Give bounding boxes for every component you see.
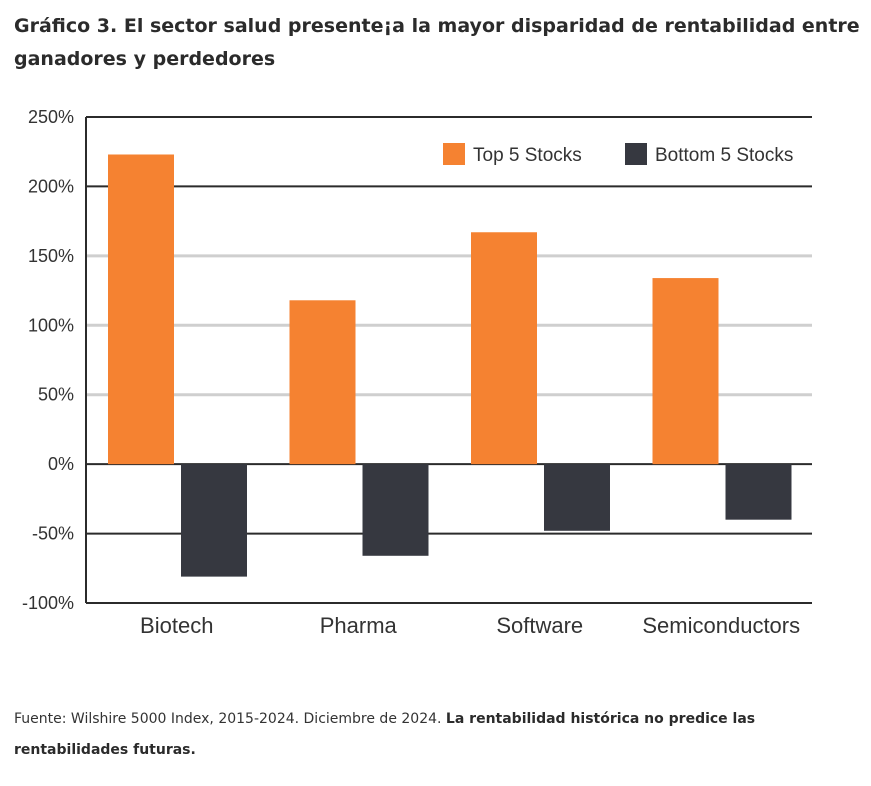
source-note: Fuente: Wilshire 5000 Index, 2015-2024. … <box>14 704 854 766</box>
y-tick-label: 250% <box>28 107 74 127</box>
y-tick-label: -100% <box>22 593 74 613</box>
legend-swatch <box>625 143 647 165</box>
bar-bottom <box>362 464 429 556</box>
bar-top <box>652 278 719 465</box>
x-tick-label: Software <box>496 613 583 638</box>
x-tick-label: Semiconductors <box>642 613 800 638</box>
bar-bottom <box>725 464 792 520</box>
bar-bottom <box>181 464 247 577</box>
bars <box>108 154 792 577</box>
bar-top <box>289 300 356 465</box>
y-tick-label: 50% <box>38 385 74 405</box>
y-tick-label: 0% <box>48 454 74 474</box>
legend-label: Bottom 5 Stocks <box>655 145 793 166</box>
y-tick-labels: 250% 200% 150% 100% 50% 0% -50% -100% <box>22 107 74 613</box>
y-tick-label: -50% <box>32 524 74 544</box>
legend: Top 5 Stocks Bottom 5 Stocks <box>443 143 793 166</box>
source-text: Fuente: Wilshire 5000 Index, 2015-2024. … <box>14 711 442 727</box>
y-tick-label: 200% <box>28 176 74 196</box>
bar-top <box>471 232 537 465</box>
x-tick-label: Pharma <box>320 613 398 638</box>
legend-swatch <box>443 143 465 165</box>
legend-label: Top 5 Stocks <box>473 145 582 166</box>
x-tick-label: Biotech <box>140 613 213 638</box>
x-tick-labels: Biotech Pharma Software Semiconductors <box>140 613 800 638</box>
y-tick-label: 150% <box>28 246 74 266</box>
axes <box>85 116 812 604</box>
bar-top <box>108 154 174 465</box>
chart-title: Gráfico 3. El sector salud presente¡a la… <box>14 15 860 70</box>
y-tick-label: 100% <box>28 315 74 335</box>
bar-chart: 250% 200% 150% 100% 50% 0% -50% -100% Biotech Ph… <box>22 107 812 638</box>
source-disclaimer: La rentabilidad histórica no predice las… <box>14 711 756 758</box>
bar-bottom <box>544 464 610 531</box>
